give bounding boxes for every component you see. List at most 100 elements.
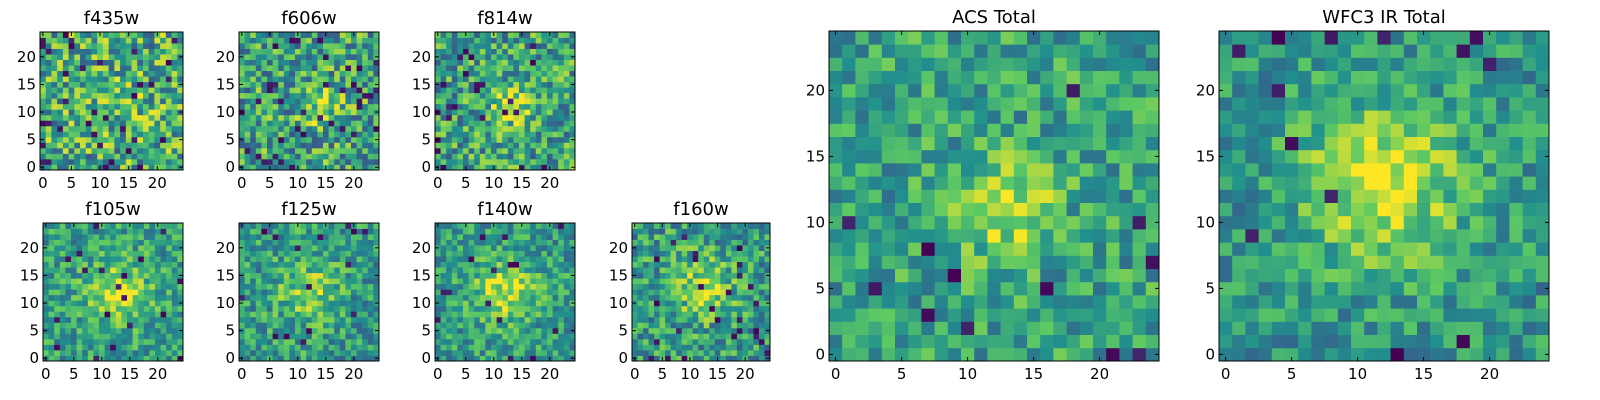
heatmap-cell — [530, 120, 537, 127]
heatmap-cell — [681, 349, 688, 356]
heatmap-cell — [149, 327, 156, 334]
heatmap-cell — [272, 153, 279, 160]
heatmap-cell — [1132, 242, 1147, 256]
heatmap-cell — [339, 344, 346, 351]
heatmap-cell — [114, 120, 121, 127]
heatmap-cell — [255, 136, 262, 143]
heatmap-cell — [632, 267, 638, 274]
heatmap-cell — [764, 283, 771, 290]
heatmap-cell — [725, 261, 732, 268]
heatmap-cell — [507, 114, 514, 121]
heatmap-cell — [160, 158, 167, 165]
heatmap-cell — [74, 103, 81, 110]
heatmap-cell — [535, 316, 542, 323]
heatmap-cell — [524, 228, 531, 235]
heatmap-cell — [65, 272, 72, 279]
heatmap-cell — [842, 149, 856, 164]
heatmap-cell — [278, 76, 285, 83]
heatmap-cell — [519, 300, 525, 307]
heatmap-cell — [48, 234, 55, 240]
heatmap-cell — [558, 234, 565, 240]
heatmap-cell — [714, 272, 721, 279]
heatmap-cell — [563, 294, 570, 301]
heatmap-cell — [125, 65, 132, 72]
heatmap-cell — [351, 316, 357, 323]
heatmap-cell — [323, 76, 329, 83]
heatmap-cell — [731, 311, 738, 318]
heatmap-cell — [345, 239, 352, 246]
heatmap-cell — [51, 76, 58, 83]
heatmap-cell — [137, 136, 144, 143]
heatmap-cell — [99, 311, 105, 318]
heatmap-cell — [670, 327, 677, 334]
heatmap-cell — [127, 261, 133, 268]
heatmap-cell — [541, 120, 548, 127]
heatmap-cell — [552, 59, 559, 66]
heatmap-cell — [468, 349, 475, 356]
heatmap-cell — [485, 300, 492, 307]
heatmap-cell — [563, 92, 570, 99]
heatmap-cell — [317, 87, 324, 94]
heatmap-cell — [345, 114, 352, 121]
heatmap-cell — [261, 245, 268, 251]
panel-title: f105w — [85, 199, 140, 220]
heatmap-cell — [637, 223, 644, 229]
heatmap-cell — [468, 278, 475, 285]
heatmap-cell — [670, 333, 677, 340]
heatmap-cell — [479, 120, 486, 127]
heatmap-cell — [80, 81, 87, 88]
heatmap-cell — [165, 131, 172, 138]
heatmap-cell — [85, 65, 92, 72]
heatmap-cell — [440, 344, 447, 351]
heatmap-cell — [463, 322, 469, 329]
heatmap-cell — [547, 43, 553, 49]
heatmap-cell — [45, 98, 52, 105]
heatmap-cell — [753, 349, 760, 356]
heatmap-cell — [138, 223, 145, 229]
heatmap-cell — [57, 114, 64, 121]
heatmap-cell — [137, 92, 144, 99]
heatmap-cell — [295, 87, 301, 94]
heatmap-cell — [306, 349, 313, 356]
heatmap-cell — [725, 333, 732, 340]
heatmap-cell — [535, 98, 542, 105]
heatmap-cell — [255, 120, 262, 127]
heatmap-cell — [328, 48, 335, 55]
heatmap-cell — [569, 43, 576, 49]
heatmap-cell — [491, 37, 497, 44]
heatmap-cell — [40, 158, 47, 165]
heatmap-cell — [367, 311, 374, 318]
heatmap-cell — [485, 349, 492, 356]
heatmap-cell — [541, 283, 548, 290]
heatmap-cell — [446, 54, 453, 60]
heatmap-cell — [328, 65, 335, 72]
heatmap-cell — [720, 261, 727, 268]
heatmap-cell — [703, 250, 710, 257]
heatmap-cell — [1013, 281, 1028, 296]
heatmap-cell — [698, 355, 705, 362]
heatmap-cell — [692, 283, 699, 290]
heatmap-cell — [643, 239, 649, 246]
heatmap-cell — [171, 81, 178, 88]
heatmap-cell — [758, 234, 765, 240]
heatmap-cell — [1053, 229, 1067, 243]
heatmap-cell — [1132, 321, 1147, 335]
heatmap-cell — [97, 70, 104, 77]
heatmap-cell — [670, 278, 677, 285]
heatmap-cell — [295, 245, 301, 251]
heatmap-cell — [451, 142, 458, 149]
heatmap-cell — [485, 70, 492, 77]
heatmap-cell — [110, 283, 117, 290]
heatmap-cell — [665, 245, 672, 251]
heatmap-cell — [709, 355, 716, 362]
heatmap-cell — [82, 272, 89, 279]
heatmap-cell — [114, 92, 121, 99]
heatmap-cell — [283, 65, 290, 72]
heatmap-cell — [541, 349, 548, 356]
heatmap-cell — [502, 223, 509, 229]
heatmap-cell — [709, 283, 716, 290]
heatmap-cell — [842, 295, 856, 309]
heatmap-cell — [451, 234, 458, 240]
heatmap-cell — [62, 54, 69, 60]
heatmap-cell — [148, 98, 155, 105]
